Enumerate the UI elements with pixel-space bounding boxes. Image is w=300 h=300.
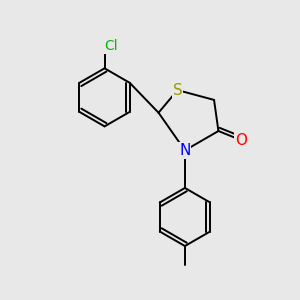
Text: O: O: [235, 133, 247, 148]
Text: S: S: [172, 82, 182, 98]
Text: N: N: [179, 143, 190, 158]
Text: Cl: Cl: [104, 39, 118, 53]
